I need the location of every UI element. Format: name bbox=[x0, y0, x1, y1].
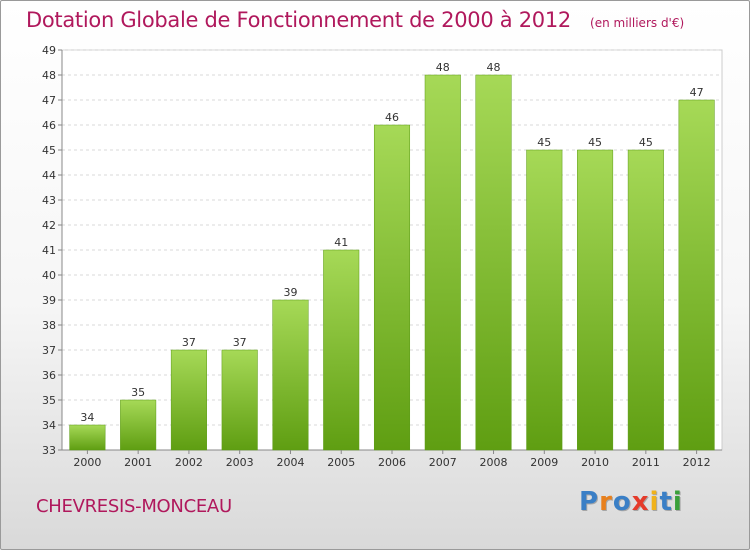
x-tick-label: 2012 bbox=[683, 456, 711, 469]
x-tick-label: 2000 bbox=[73, 456, 101, 469]
x-tick-label: 2002 bbox=[175, 456, 203, 469]
y-tick-label: 39 bbox=[42, 294, 56, 307]
bar bbox=[373, 124, 411, 451]
data-label: 45 bbox=[537, 136, 551, 149]
logo-letter: P bbox=[579, 487, 600, 517]
y-tick-label: 47 bbox=[42, 94, 56, 107]
x-tick-label: 2003 bbox=[226, 456, 254, 469]
y-tick-label: 36 bbox=[42, 369, 56, 382]
data-label: 48 bbox=[487, 61, 501, 74]
x-tick-label: 2010 bbox=[581, 456, 609, 469]
logo-letter: r bbox=[599, 487, 613, 517]
y-tick-label: 40 bbox=[42, 269, 56, 282]
bar bbox=[627, 149, 664, 451]
data-label: 46 bbox=[385, 111, 399, 124]
logo-letter: i bbox=[672, 487, 683, 517]
x-tick-label: 2004 bbox=[276, 456, 304, 469]
bar bbox=[221, 349, 258, 451]
y-tick-label: 44 bbox=[42, 169, 56, 182]
x-tick-label: 2001 bbox=[124, 456, 152, 469]
chart-subtitle: (en milliers d'€) bbox=[590, 16, 685, 30]
bar bbox=[272, 299, 309, 451]
logo-letter: i bbox=[649, 487, 660, 517]
bar bbox=[69, 424, 106, 451]
y-tick-label: 43 bbox=[42, 194, 56, 207]
data-label: 37 bbox=[182, 336, 196, 349]
bar bbox=[170, 349, 207, 451]
y-tick-label: 37 bbox=[42, 344, 56, 357]
y-tick-label: 49 bbox=[42, 44, 56, 57]
logo-letter: x bbox=[631, 487, 650, 517]
x-tick-label: 2009 bbox=[530, 456, 558, 469]
data-label: 45 bbox=[588, 136, 602, 149]
y-tick-label: 35 bbox=[42, 394, 56, 407]
data-label: 37 bbox=[233, 336, 247, 349]
y-tick-label: 45 bbox=[42, 144, 56, 157]
logo-letter: t bbox=[659, 487, 673, 517]
proxiti-logo[interactable]: Proxiti bbox=[579, 487, 683, 517]
bar bbox=[475, 74, 512, 451]
bar bbox=[526, 149, 563, 451]
y-tick-label: 42 bbox=[42, 219, 56, 232]
place-name: CHEVRESIS-MONCEAU bbox=[36, 496, 232, 517]
x-tick-label: 2005 bbox=[327, 456, 355, 469]
x-tick-label: 2011 bbox=[632, 456, 660, 469]
bar bbox=[577, 149, 614, 451]
y-tick-label: 46 bbox=[42, 119, 56, 132]
bar bbox=[678, 99, 715, 451]
data-label: 39 bbox=[283, 286, 297, 299]
data-label: 34 bbox=[80, 411, 94, 424]
data-label: 48 bbox=[436, 61, 450, 74]
title-row: Dotation Globale de Fonctionnement de 20… bbox=[26, 8, 684, 32]
data-label: 41 bbox=[334, 236, 348, 249]
logo-letter: o bbox=[612, 487, 632, 517]
chart-title: Dotation Globale de Fonctionnement de 20… bbox=[26, 8, 571, 32]
bar bbox=[424, 74, 461, 451]
y-tick-label: 34 bbox=[42, 419, 56, 432]
bar bbox=[120, 399, 157, 451]
y-tick-label: 38 bbox=[42, 319, 56, 332]
data-label: 45 bbox=[639, 136, 653, 149]
bar bbox=[323, 249, 360, 451]
y-tick-label: 41 bbox=[42, 244, 56, 257]
x-tick-label: 2006 bbox=[378, 456, 406, 469]
data-label: 35 bbox=[131, 386, 145, 399]
y-tick-label: 33 bbox=[42, 444, 56, 457]
x-tick-label: 2008 bbox=[480, 456, 508, 469]
x-tick-label: 2007 bbox=[429, 456, 457, 469]
data-label: 47 bbox=[690, 86, 704, 99]
y-tick-label: 48 bbox=[42, 69, 56, 82]
